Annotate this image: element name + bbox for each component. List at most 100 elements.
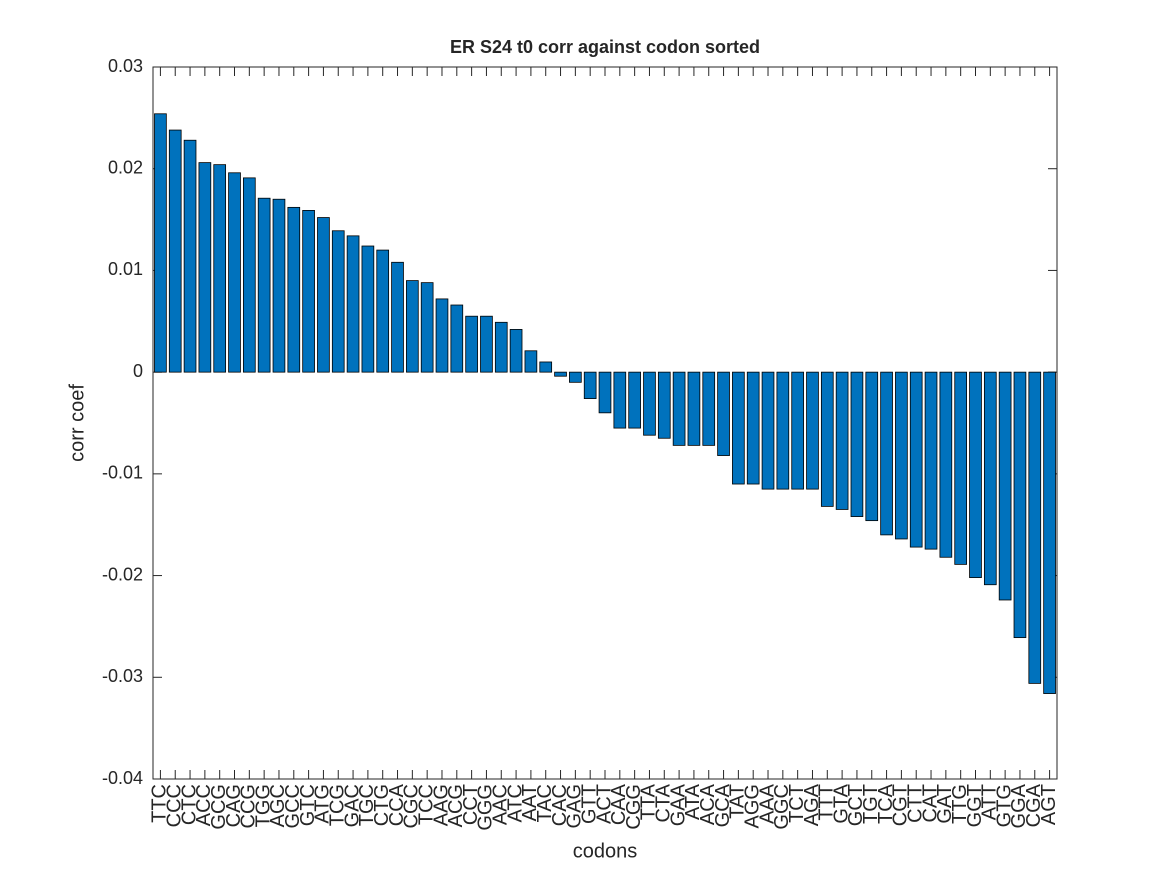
bar bbox=[865, 371, 879, 522]
bar bbox=[494, 321, 508, 373]
bar bbox=[569, 371, 582, 383]
bar bbox=[598, 371, 612, 414]
x-tick-label: ATA bbox=[682, 783, 704, 820]
x-tick-label: TCA bbox=[875, 783, 897, 824]
x-tick-label: CGG bbox=[623, 784, 645, 830]
bar bbox=[198, 162, 212, 373]
bar bbox=[820, 371, 834, 507]
x-tick-label: CCC bbox=[164, 784, 186, 827]
y-tick-label: 0.01 bbox=[108, 259, 143, 279]
x-tick-label: CCG bbox=[238, 784, 260, 828]
bar bbox=[242, 177, 256, 373]
bar bbox=[939, 371, 953, 558]
x-tick-label: GCA bbox=[712, 783, 734, 827]
x-tick-label: CCT bbox=[460, 784, 482, 825]
x-tick-label: GAG bbox=[564, 784, 586, 828]
bar bbox=[331, 230, 345, 373]
y-tick-label: 0 bbox=[133, 361, 143, 381]
bar bbox=[702, 371, 716, 446]
x-tick-label: GTA bbox=[830, 783, 852, 823]
bar bbox=[183, 139, 197, 373]
bar bbox=[613, 371, 627, 429]
bar bbox=[1028, 371, 1042, 684]
x-tick-label: CGA bbox=[1023, 783, 1045, 827]
bar bbox=[776, 371, 790, 490]
bar bbox=[435, 298, 449, 373]
x-tick-label: CAC bbox=[549, 784, 571, 826]
x-tick-label: ATC bbox=[504, 784, 526, 823]
bar bbox=[317, 217, 330, 373]
x-tick-label: AGA bbox=[801, 783, 823, 826]
bar bbox=[850, 371, 864, 517]
bar bbox=[835, 371, 849, 510]
bar bbox=[465, 315, 478, 373]
bar bbox=[168, 129, 182, 373]
x-tick-label: TGT bbox=[860, 784, 882, 824]
x-tick-label: TTT bbox=[816, 784, 838, 821]
x-tick-label: AAT bbox=[519, 784, 541, 821]
bar bbox=[346, 235, 360, 373]
bar bbox=[272, 198, 286, 373]
bar bbox=[672, 371, 686, 446]
x-tick-label: GTG bbox=[993, 784, 1015, 827]
bar bbox=[969, 371, 982, 579]
bar bbox=[954, 371, 968, 565]
bar bbox=[257, 197, 271, 373]
x-tick-label: TAT bbox=[727, 784, 749, 819]
bar bbox=[450, 304, 464, 373]
bar bbox=[732, 371, 745, 485]
y-tick-label: 0.02 bbox=[108, 157, 143, 177]
x-tick-label: CAG bbox=[223, 784, 245, 827]
x-tick-label: AGG bbox=[741, 784, 763, 828]
y-axis-label: corr coef bbox=[66, 384, 88, 462]
bar bbox=[643, 371, 656, 436]
bar bbox=[895, 371, 908, 540]
y-tick-label: 0.03 bbox=[108, 56, 143, 76]
bar bbox=[406, 280, 419, 373]
bar bbox=[554, 371, 567, 377]
bar bbox=[376, 249, 390, 373]
x-tick-label: GGC bbox=[771, 784, 793, 830]
x-tick-label: TCT bbox=[786, 784, 808, 823]
x-tick-label: GTC bbox=[297, 784, 319, 826]
bar bbox=[154, 113, 167, 373]
x-tick-label: ATG bbox=[312, 784, 334, 824]
bar bbox=[509, 329, 523, 373]
x-tick-label: CCA bbox=[386, 783, 408, 826]
bar bbox=[761, 371, 775, 490]
x-tick-label: AAC bbox=[490, 784, 512, 825]
x-tick-label: GCG bbox=[208, 784, 230, 830]
x-tick-label: AAA bbox=[756, 783, 778, 824]
x-tick-label: TTC bbox=[149, 784, 171, 823]
x-tick-label: GAA bbox=[667, 783, 689, 826]
bar bbox=[524, 350, 538, 373]
bar bbox=[998, 371, 1012, 601]
x-tick-label: CTA bbox=[653, 783, 675, 822]
x-tick-label: ACC bbox=[193, 784, 215, 826]
x-tick-label: GCT bbox=[845, 784, 867, 826]
bar bbox=[583, 371, 597, 399]
bar bbox=[791, 371, 804, 490]
x-tick-label: CTC bbox=[178, 784, 200, 825]
plot-frame bbox=[152, 66, 1058, 780]
x-tick-label: GTT bbox=[578, 784, 600, 824]
bar bbox=[361, 245, 375, 373]
x-tick-label: CGT bbox=[890, 784, 912, 826]
x-tick-label: GGA bbox=[1008, 783, 1030, 828]
x-tick-label: TGC bbox=[356, 784, 378, 826]
bar bbox=[213, 164, 227, 373]
x-tick-label: TTA bbox=[638, 783, 660, 820]
x-tick-label: GCC bbox=[282, 784, 304, 828]
y-tick-label: -0.03 bbox=[102, 666, 143, 686]
bar bbox=[628, 371, 641, 429]
bar bbox=[539, 361, 553, 373]
bar bbox=[924, 371, 938, 550]
x-tick-label: TGG bbox=[252, 784, 274, 827]
bar bbox=[746, 371, 760, 485]
bar bbox=[657, 371, 671, 439]
bar bbox=[420, 282, 434, 373]
x-tick-label: CTG bbox=[371, 784, 393, 826]
y-tick-label: -0.02 bbox=[102, 564, 143, 584]
x-tick-label: CAT bbox=[919, 784, 941, 823]
